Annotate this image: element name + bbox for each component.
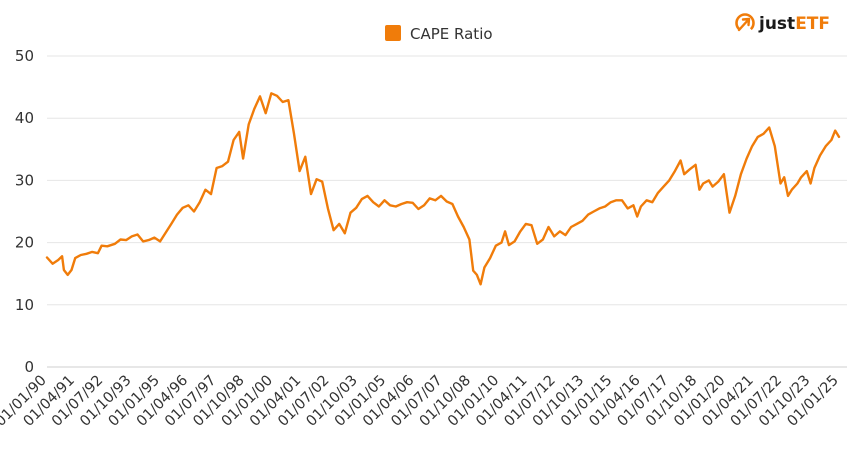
series-line-cape-ratio[interactable]: [45, 92, 841, 286]
brand-name-suffix: ETF: [795, 14, 830, 34]
y-tick-label: 0: [24, 358, 34, 376]
brand-logo[interactable]: justETF: [733, 11, 830, 35]
gridlines: [47, 55, 847, 368]
y-tick-label: 30: [15, 171, 34, 189]
x-axis-ticks: 01/01/9001/04/9101/07/9201/10/9301/01/95…: [0, 373, 842, 430]
legend[interactable]: CAPE Ratio: [385, 25, 493, 43]
y-tick-label: 40: [15, 109, 34, 127]
series-layer: [45, 92, 841, 286]
y-tick-label: 50: [15, 47, 34, 65]
brand-name-prefix: just: [758, 14, 795, 34]
y-tick-label: 20: [15, 234, 34, 252]
y-tick-label: 10: [15, 296, 34, 314]
legend-swatch: [385, 25, 401, 41]
y-axis-ticks: 0 10 20 30 40 50: [15, 47, 34, 376]
justetf-logo-icon: [735, 13, 755, 33]
legend-label: CAPE Ratio: [410, 25, 493, 43]
svg-text:justETF: justETF: [758, 14, 830, 34]
